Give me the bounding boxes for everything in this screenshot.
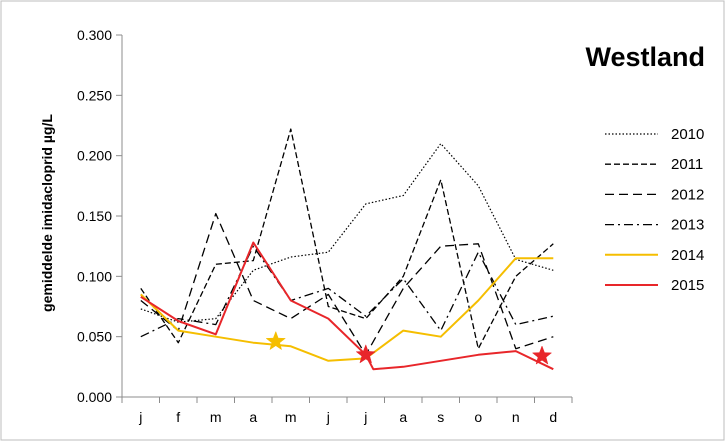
x-tick-label: m (285, 409, 297, 425)
legend-label-2014: 2014 (671, 247, 704, 264)
x-tick-label: f (176, 409, 180, 425)
y-tick-label: 0.000 (77, 389, 112, 405)
x-tick-label: j (326, 409, 330, 425)
legend-label-2011: 2011 (671, 156, 703, 173)
x-tick-label: m (210, 409, 222, 425)
star-marker-2015 (531, 345, 553, 365)
legend-label-2012: 2012 (671, 186, 704, 203)
legend: 2010 2011 2012 2013 2014 2015 (605, 126, 704, 294)
y-axis-title: gemiddelde imidacloprid µg/L (39, 114, 55, 312)
y-tick-label: 0.050 (77, 329, 112, 345)
y-tick-label: 0.250 (77, 87, 112, 103)
star-markers (265, 330, 553, 365)
legend-label-2015: 2015 (671, 277, 704, 294)
series-line-2013 (140, 245, 554, 338)
legend-label-2010: 2010 (671, 126, 704, 143)
star-marker-2015 (355, 344, 376, 364)
series-line-2010 (140, 143, 554, 323)
x-tick-label: j (138, 409, 142, 425)
x-tick-label: d (549, 409, 557, 425)
y-tick-label: 0.200 (77, 148, 112, 164)
legend-label-2013: 2013 (671, 217, 704, 234)
x-tick-label: s (437, 409, 444, 425)
x-tick-label: n (512, 409, 520, 425)
star-marker-2014 (265, 330, 286, 351)
series-line-2014 (140, 257, 554, 362)
x-tick-label: o (474, 409, 482, 425)
x-tick-label: a (249, 409, 257, 425)
y-axis: 0.000 0.050 0.100 0.150 0.200 0.250 0.300 (77, 27, 123, 405)
y-tick-label: 0.100 (77, 268, 112, 284)
x-tick-label: a (399, 409, 407, 425)
chart-title: Westland (585, 42, 705, 72)
series-line-2011 (140, 128, 554, 350)
y-tick-label: 0.300 (77, 27, 112, 43)
y-tick-label: 0.150 (77, 208, 112, 224)
x-tick-label: j (363, 409, 367, 425)
